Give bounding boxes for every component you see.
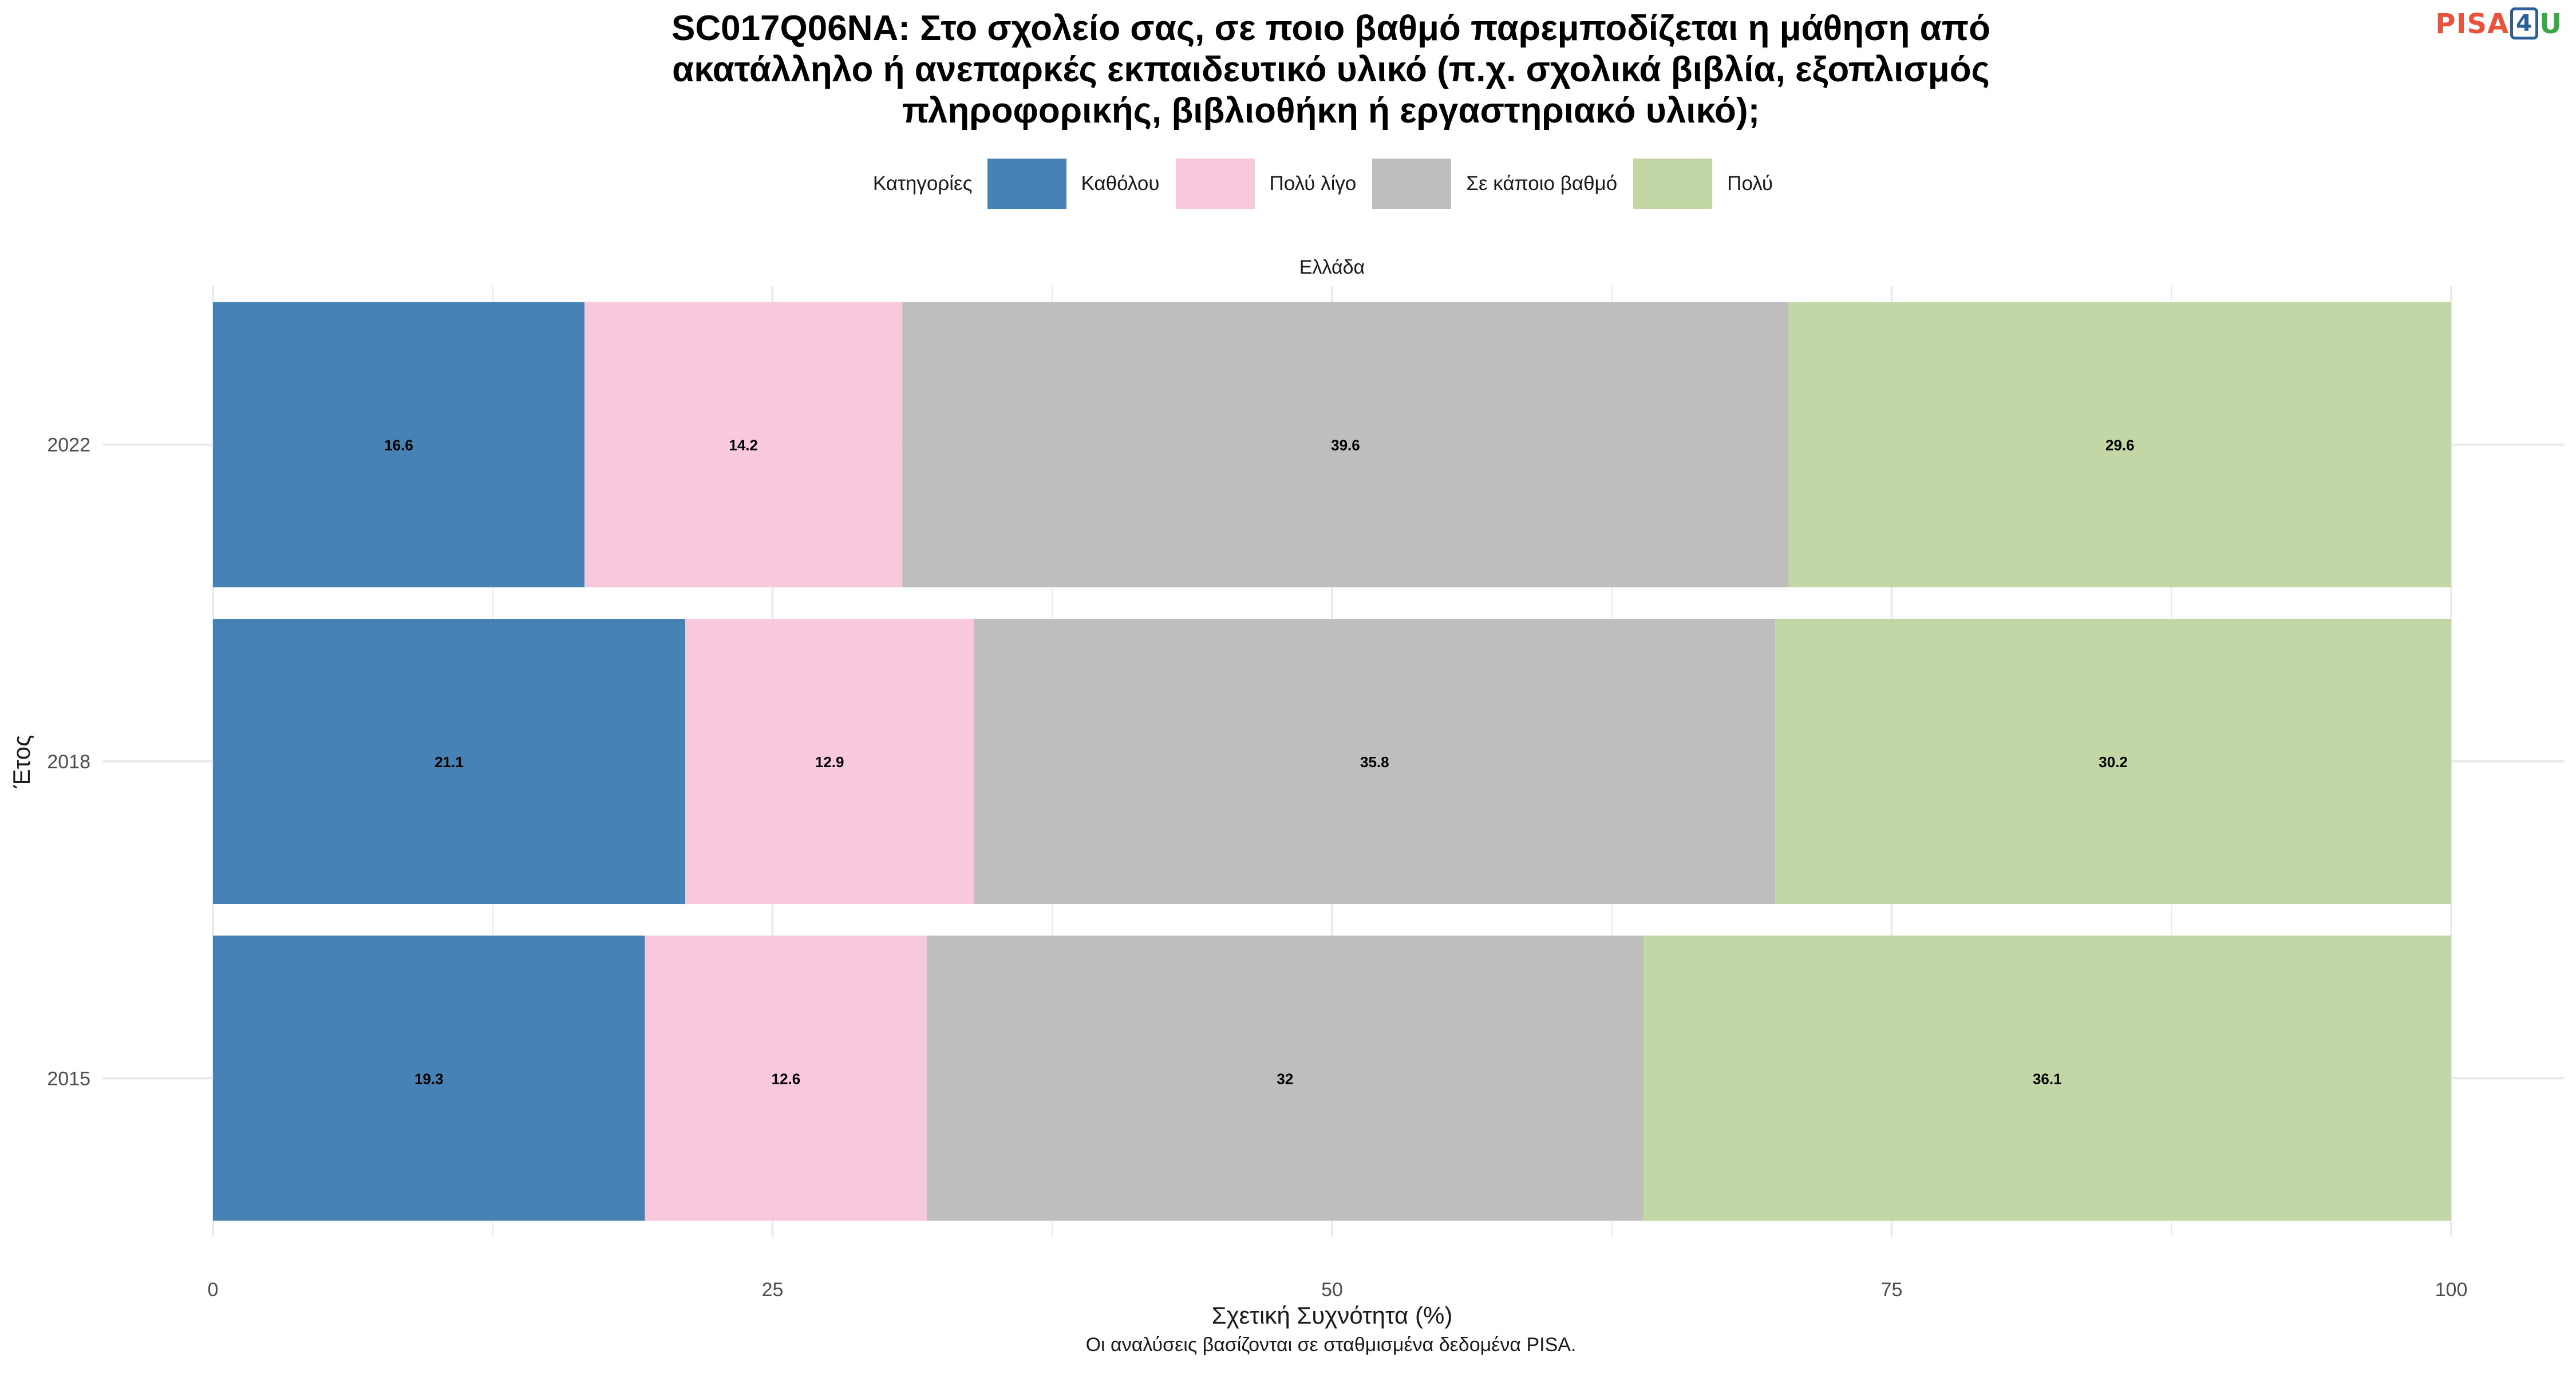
data-label: 12.9: [815, 753, 844, 771]
y-axis-title: Έτος: [8, 735, 35, 789]
pisa4u-logo: PISA 4 U: [2435, 7, 2562, 40]
data-label: 12.6: [772, 1070, 801, 1087]
facet-label: Ελλάδα: [1299, 256, 1365, 278]
data-label: 30.2: [2099, 753, 2128, 771]
data-labels: 16.6 14.2 39.6 29.6 21.1 12.9 35.8 30.2 19.3 12.6…: [384, 437, 2134, 1088]
legend-label-katholou: Καθόλου: [1081, 172, 1160, 195]
bar-segment: [685, 619, 974, 904]
chart-title: SC017Q06NA: Στο σχολείο σας, σε ποιο βαθ…: [0, 8, 2576, 132]
legend-label-se-kapoio-vathmo: Σε κάποιο βαθμό: [1466, 172, 1618, 195]
bar-segment: [1788, 302, 2451, 587]
legend-label-poly-ligo: Πολύ λίγο: [1269, 172, 1357, 195]
data-label: 32: [1277, 1070, 1293, 1087]
data-label: 36.1: [2033, 1070, 2062, 1087]
legend-item-poly: Πολύ: [1633, 159, 1773, 209]
title-line-2: ακατάλληλο ή ανεπαρκές εκπαιδευτικό υλικ…: [672, 50, 1990, 89]
y-tick-label: 2015: [47, 1068, 90, 1089]
bar-segment: [974, 619, 1776, 904]
legend-swatch-katholou: [987, 159, 1066, 209]
legend-swatch-poly-ligo: [1175, 159, 1255, 209]
bar-segment: [213, 619, 686, 904]
bar-segment: [927, 935, 1643, 1221]
legend-item-poly-ligo: Πολύ λίγο: [1175, 159, 1357, 209]
data-label: 21.1: [434, 753, 464, 771]
x-tick-label: 100: [2435, 1279, 2468, 1301]
bar-segment: [1775, 619, 2451, 904]
data-label: 29.6: [2105, 437, 2135, 454]
x-tick-label: 50: [1321, 1279, 1343, 1301]
chart-legend: Κατηγορίες Καθόλου Πολύ λίγο Σε κάποιο β…: [0, 158, 2576, 210]
bars: [213, 302, 2451, 1221]
title-line-3: πληροφορικής, βιβλιοθήκη ή εργαστηριακό …: [902, 91, 1760, 131]
x-axis-title: Σχετική Συχνότητα (%): [1212, 1302, 1453, 1329]
legend-swatch-se-kapoio-vathmo: [1372, 159, 1452, 209]
caption-note: Οι αναλύσεις βασίζονται σε σταθμισμένα δ…: [1085, 1334, 1577, 1356]
logo-four-text: 4: [2510, 7, 2539, 40]
x-tick-label: 75: [1881, 1279, 1903, 1301]
data-label: 39.6: [1331, 437, 1360, 454]
bar-segment: [584, 302, 903, 587]
logo-pisa-text: PISA: [2435, 8, 2510, 40]
data-label: 16.6: [384, 437, 413, 454]
data-label: 19.3: [414, 1070, 444, 1087]
logo-u-text: U: [2539, 8, 2562, 40]
bar-segment: [213, 935, 645, 1221]
axes: Ελλάδα 2022 2018 2015 0 25 50 75 100 Σχετική Συχν…: [8, 256, 2467, 1329]
data-label: 35.8: [1360, 753, 1389, 771]
bar-segment: [645, 935, 927, 1221]
y-tick-label: 2018: [47, 751, 90, 773]
legend-item-katholou: Καθόλου: [987, 159, 1160, 209]
x-tick-label: 0: [208, 1279, 219, 1301]
bar-segment: [213, 302, 585, 587]
x-tick-label: 25: [762, 1279, 784, 1301]
data-label: 14.2: [729, 437, 758, 454]
legend-swatch-poly: [1633, 159, 1713, 209]
legend-item-se-kapoio-vathmo: Σε κάποιο βαθμό: [1372, 159, 1617, 209]
bar-segment: [1643, 935, 2451, 1221]
title-line-1: SC017Q06NA: Στο σχολείο σας, σε ποιο βαθ…: [671, 9, 1991, 48]
y-tick-label: 2022: [47, 435, 90, 456]
legend-title: Κατηγορίες: [872, 172, 973, 195]
legend-label-poly: Πολύ: [1727, 172, 1773, 195]
bar-segment: [902, 302, 1789, 587]
